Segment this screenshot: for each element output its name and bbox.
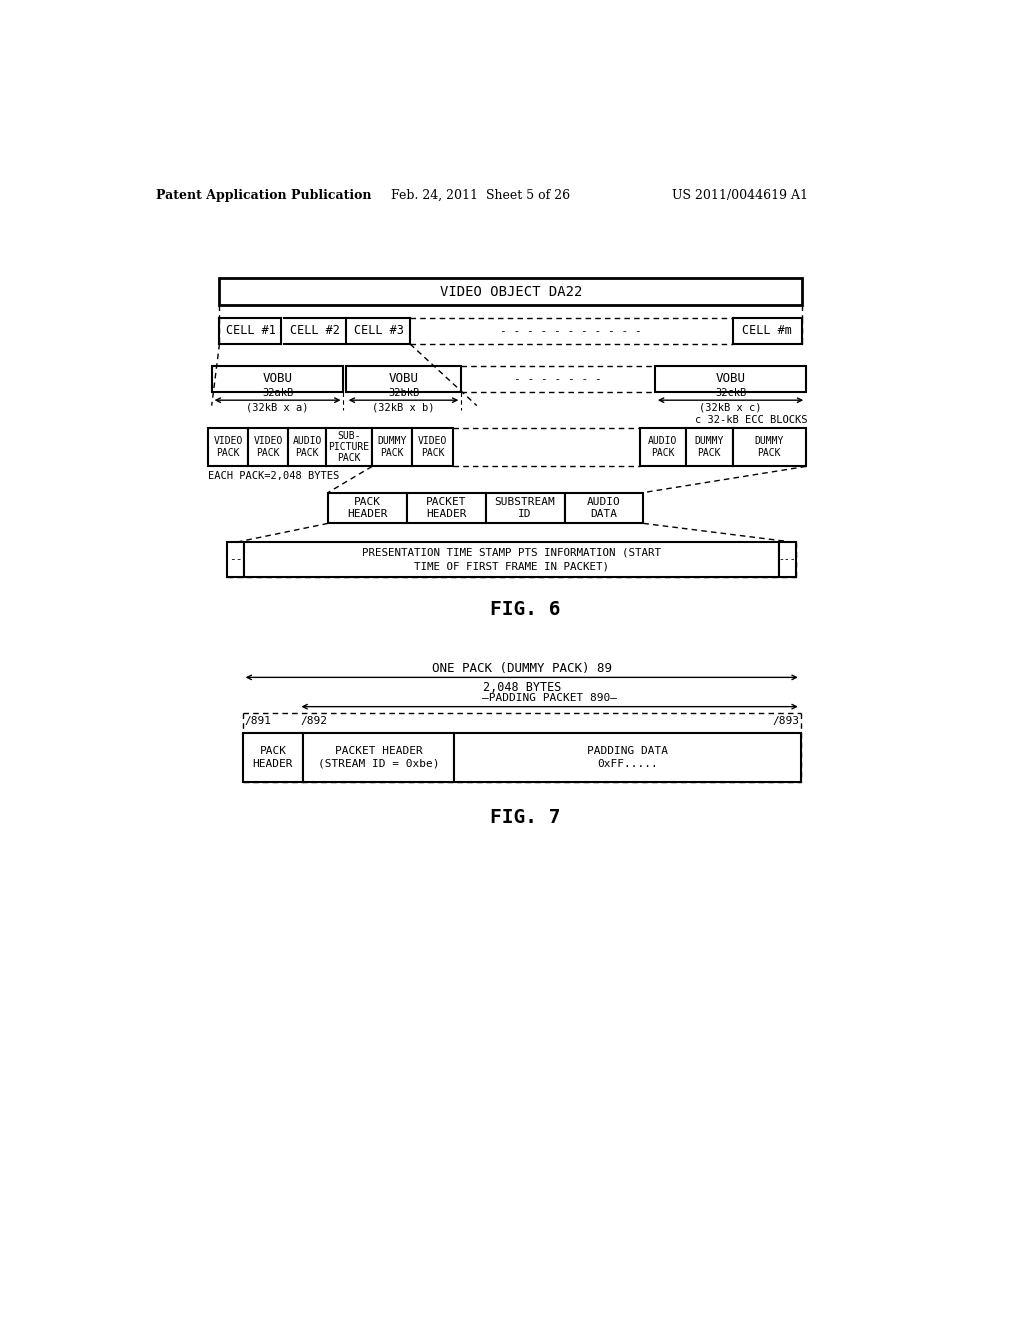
Bar — [564, 492, 643, 523]
Text: VOBU: VOBU — [388, 372, 419, 385]
Bar — [303, 733, 455, 781]
Text: ∕893: ∕893 — [772, 715, 799, 726]
Text: - - - - - - -: - - - - - - - — [514, 374, 602, 384]
Text: ∕891: ∕891 — [245, 715, 271, 726]
Text: SUBSTREAM: SUBSTREAM — [495, 496, 555, 507]
Text: PACK: PACK — [216, 449, 240, 458]
Text: ID: ID — [518, 510, 531, 519]
Bar — [686, 428, 732, 466]
Text: PADDING DATA: PADDING DATA — [587, 746, 668, 756]
Text: PACK: PACK — [259, 746, 287, 756]
Text: PACK: PACK — [337, 453, 360, 463]
Text: PACK: PACK — [421, 449, 444, 458]
Text: DUMMY: DUMMY — [694, 436, 724, 446]
Text: PACK: PACK — [381, 449, 404, 458]
Text: VIDEO OBJECT DA22: VIDEO OBJECT DA22 — [439, 285, 582, 298]
Text: (STREAM ID = 0xbe): (STREAM ID = 0xbe) — [318, 759, 439, 768]
Bar — [640, 428, 686, 466]
Bar — [243, 733, 303, 781]
Bar — [779, 543, 796, 577]
Bar — [485, 492, 564, 523]
Text: PACK: PACK — [257, 449, 280, 458]
Bar — [346, 366, 461, 392]
Text: HEADER: HEADER — [426, 510, 467, 519]
Text: PACKET: PACKET — [426, 496, 467, 507]
Text: FIG. 7: FIG. 7 — [489, 808, 560, 828]
Bar — [245, 543, 779, 577]
Bar — [248, 428, 289, 466]
Text: PACK: PACK — [758, 449, 781, 458]
Text: DUMMY: DUMMY — [755, 436, 784, 446]
Text: CELL #2: CELL #2 — [290, 325, 340, 338]
Text: AUDIO: AUDIO — [587, 496, 621, 507]
Text: 32akB: 32akB — [262, 388, 293, 399]
Bar — [372, 428, 413, 466]
Text: (32kB x a): (32kB x a) — [247, 403, 309, 413]
Text: CELL #3: CELL #3 — [354, 325, 404, 338]
Text: HEADER: HEADER — [347, 510, 388, 519]
Text: 32ckB: 32ckB — [715, 388, 746, 399]
Bar — [407, 492, 485, 523]
Text: TIME OF FIRST FRAME IN PACKET): TIME OF FIRST FRAME IN PACKET) — [414, 561, 609, 572]
Text: c 32-kB ECC BLOCKS: c 32-kB ECC BLOCKS — [695, 416, 808, 425]
Text: VOBU: VOBU — [716, 372, 745, 385]
Text: PACK: PACK — [354, 496, 381, 507]
Text: CELL #m: CELL #m — [742, 325, 793, 338]
Bar — [732, 428, 806, 466]
Bar — [289, 428, 326, 466]
Bar — [326, 428, 372, 466]
Text: HEADER: HEADER — [253, 759, 293, 768]
Text: PACK: PACK — [651, 449, 675, 458]
Text: —PADDING PACKET 890—: —PADDING PACKET 890— — [482, 693, 617, 704]
Text: (32kB x c): (32kB x c) — [699, 403, 762, 413]
Text: 32bkB: 32bkB — [388, 388, 419, 399]
Text: CELL #1: CELL #1 — [225, 325, 275, 338]
Bar — [219, 277, 802, 305]
Text: 2,048 BYTES: 2,048 BYTES — [482, 681, 561, 694]
Text: AUDIO: AUDIO — [648, 436, 678, 446]
Text: Patent Application Publication: Patent Application Publication — [156, 189, 372, 202]
Bar — [328, 492, 407, 523]
Text: ONE PACK (DUMMY PACK) 89: ONE PACK (DUMMY PACK) 89 — [432, 661, 611, 675]
Bar — [455, 733, 801, 781]
Text: PACK: PACK — [295, 449, 318, 458]
Text: VIDEO: VIDEO — [254, 436, 283, 446]
Bar — [413, 428, 453, 466]
Text: Feb. 24, 2011  Sheet 5 of 26: Feb. 24, 2011 Sheet 5 of 26 — [391, 189, 570, 202]
Bar — [227, 543, 245, 577]
Text: FIG. 6: FIG. 6 — [489, 601, 560, 619]
Bar — [655, 366, 806, 392]
Bar — [212, 366, 343, 392]
Text: PICTURE: PICTURE — [329, 442, 370, 453]
Text: EACH PACK=2,048 BYTES: EACH PACK=2,048 BYTES — [208, 471, 339, 482]
Text: ---: --- — [778, 554, 797, 565]
Bar — [208, 428, 248, 466]
Text: DUMMY: DUMMY — [378, 436, 407, 446]
Text: --: -- — [229, 554, 243, 565]
Text: VIDEO: VIDEO — [213, 436, 243, 446]
Text: PACKET HEADER: PACKET HEADER — [335, 746, 423, 756]
Text: ∕892: ∕892 — [300, 715, 327, 726]
Text: VIDEO: VIDEO — [418, 436, 447, 446]
Text: DATA: DATA — [591, 510, 617, 519]
Text: US 2011/0044619 A1: US 2011/0044619 A1 — [672, 189, 808, 202]
Text: PRESENTATION TIME STAMP PTS INFORMATION (START: PRESENTATION TIME STAMP PTS INFORMATION … — [362, 548, 662, 557]
Text: - - - - - - - - - - -: - - - - - - - - - - - — [501, 326, 642, 335]
Text: (32kB x b): (32kB x b) — [373, 403, 435, 413]
Text: AUDIO: AUDIO — [292, 436, 322, 446]
Text: 0xFF.....: 0xFF..... — [597, 759, 657, 768]
Text: VOBU: VOBU — [262, 372, 293, 385]
Text: PACK: PACK — [697, 449, 721, 458]
Text: SUB-: SUB- — [337, 432, 360, 441]
